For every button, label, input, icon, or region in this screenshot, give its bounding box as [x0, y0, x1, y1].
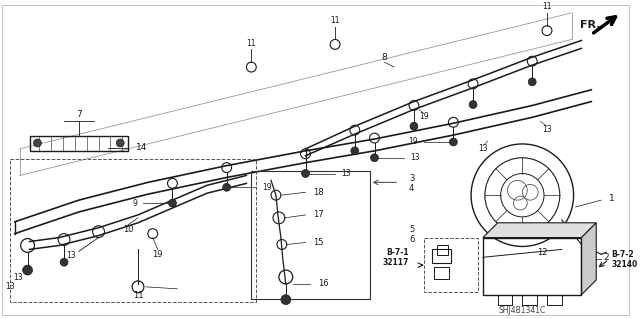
Circle shape — [60, 258, 68, 266]
Circle shape — [351, 147, 359, 155]
Text: 18: 18 — [314, 188, 324, 197]
Bar — [547, 295, 562, 305]
Text: FR.: FR. — [579, 20, 600, 30]
Circle shape — [301, 170, 310, 177]
Bar — [10, 159, 256, 302]
Text: 19: 19 — [262, 183, 272, 192]
Text: 13: 13 — [13, 273, 22, 283]
Circle shape — [371, 154, 378, 162]
Text: 4: 4 — [409, 184, 414, 193]
Circle shape — [33, 139, 42, 147]
Circle shape — [469, 100, 477, 108]
Text: 19: 19 — [408, 137, 418, 146]
Bar — [431, 249, 451, 263]
Text: 17: 17 — [314, 211, 324, 219]
Text: 13: 13 — [5, 282, 15, 291]
Bar — [29, 136, 128, 151]
Circle shape — [449, 138, 458, 146]
Text: 11: 11 — [330, 16, 340, 25]
Bar — [522, 295, 537, 305]
Text: B-7-2: B-7-2 — [611, 250, 634, 259]
Polygon shape — [483, 223, 596, 238]
Circle shape — [116, 139, 124, 147]
Text: 12: 12 — [537, 248, 548, 257]
Bar — [434, 267, 449, 279]
Bar — [252, 171, 369, 299]
Circle shape — [281, 295, 291, 305]
Text: 16: 16 — [318, 279, 329, 288]
Text: 19: 19 — [419, 112, 429, 121]
Text: 32117: 32117 — [383, 258, 409, 267]
Text: 5: 5 — [409, 225, 414, 234]
Text: 19: 19 — [152, 250, 163, 259]
Bar — [498, 295, 513, 305]
Bar — [424, 238, 478, 292]
Text: B-7-1: B-7-1 — [387, 248, 409, 257]
Text: SHJ4B1341C: SHJ4B1341C — [499, 306, 546, 315]
Text: 11: 11 — [132, 291, 143, 300]
Text: 13: 13 — [66, 251, 76, 260]
Text: 6: 6 — [409, 235, 414, 244]
Text: 15: 15 — [314, 238, 324, 247]
Text: 1: 1 — [609, 194, 615, 203]
Text: 32140: 32140 — [611, 260, 637, 269]
Text: 14: 14 — [136, 144, 147, 152]
Text: 11: 11 — [542, 3, 552, 11]
Text: 13: 13 — [542, 125, 552, 134]
Text: 10: 10 — [123, 225, 133, 234]
Text: 13: 13 — [478, 145, 488, 153]
Text: 3: 3 — [409, 174, 414, 183]
Text: 13: 13 — [341, 169, 351, 178]
Circle shape — [22, 265, 33, 275]
Text: 8: 8 — [381, 53, 387, 62]
Text: 7: 7 — [76, 110, 82, 119]
Text: 13: 13 — [410, 153, 420, 162]
Circle shape — [410, 122, 418, 130]
Bar — [436, 245, 449, 255]
Polygon shape — [582, 223, 596, 295]
Bar — [483, 238, 582, 295]
Text: 11: 11 — [246, 39, 256, 48]
Circle shape — [223, 183, 230, 191]
Text: 9: 9 — [132, 199, 137, 208]
Text: 2: 2 — [603, 253, 609, 262]
Circle shape — [528, 78, 536, 86]
Circle shape — [168, 199, 177, 207]
